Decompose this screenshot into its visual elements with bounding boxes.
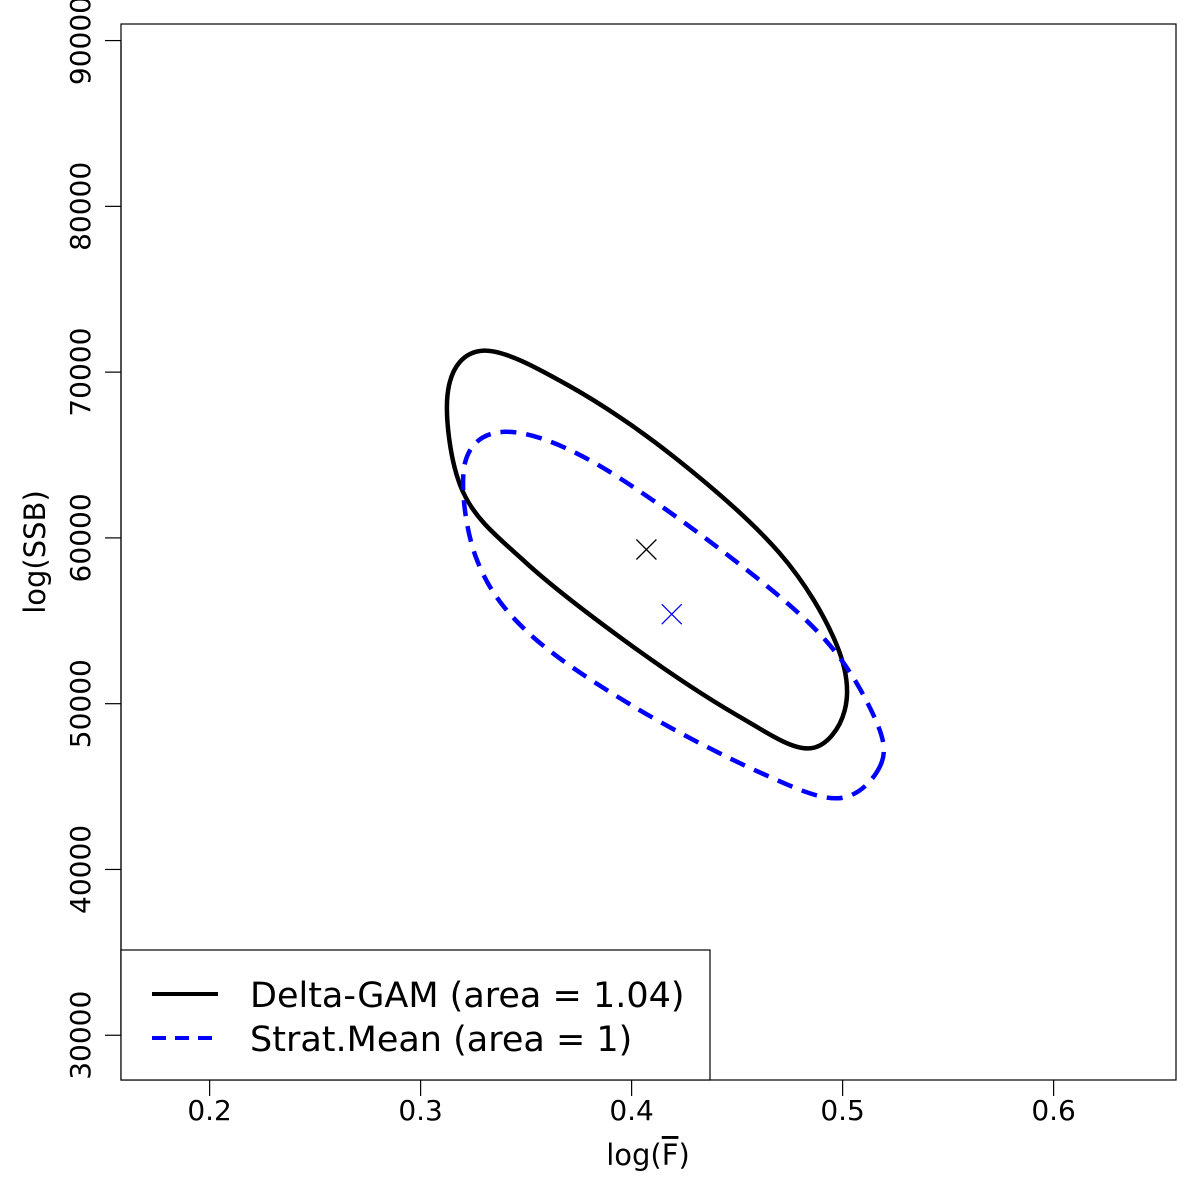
confidence-ellipse-strat-mean xyxy=(460,429,887,801)
center-marker-strat-mean xyxy=(661,603,683,625)
x-axis: 0.2 0.3 0.4 0.5 0.6 xyxy=(187,1080,1076,1127)
x-tick-label: 0.2 xyxy=(187,1094,232,1127)
legend-label-delta-gam: Delta-GAM (area = 1.04) xyxy=(250,976,685,1016)
y-tick-label: 90000 xyxy=(64,0,97,85)
y-tick-label: 80000 xyxy=(64,162,97,251)
x-tick-label: 0.4 xyxy=(609,1094,654,1127)
x-axis-label: log(F) xyxy=(606,1138,690,1172)
series-layer xyxy=(444,348,887,801)
x-tick-label: 0.5 xyxy=(820,1094,865,1127)
center-marker-stroke xyxy=(635,539,657,560)
y-axis: 30000 40000 50000 60000 70000 80000 90000 xyxy=(64,0,122,1080)
x-axis-label-suffix: ) xyxy=(678,1138,689,1172)
legend: Delta-GAM (area = 1.04) Strat.Mean (area… xyxy=(120,949,711,1081)
x-tick-label: 0.6 xyxy=(1031,1094,1076,1127)
x-tick-label: 0.3 xyxy=(398,1094,443,1127)
y-tick-label: 30000 xyxy=(64,991,97,1080)
x-axis-label-symbol: F xyxy=(662,1138,679,1172)
y-tick-label: 50000 xyxy=(64,659,97,748)
y-tick-label: 40000 xyxy=(64,825,97,914)
y-axis-label: log(SSB) xyxy=(18,490,52,614)
y-tick-label: 70000 xyxy=(64,328,97,417)
center-marker-delta-gam xyxy=(635,539,657,560)
legend-box xyxy=(120,949,711,1081)
x-axis-label-prefix: log( xyxy=(606,1138,662,1172)
legend-label-strat-mean: Strat.Mean (area = 1) xyxy=(250,1020,632,1060)
y-tick-label: 60000 xyxy=(64,493,97,582)
confidence-ellipse-delta-gam xyxy=(444,348,850,751)
center-marker-stroke xyxy=(661,603,683,625)
